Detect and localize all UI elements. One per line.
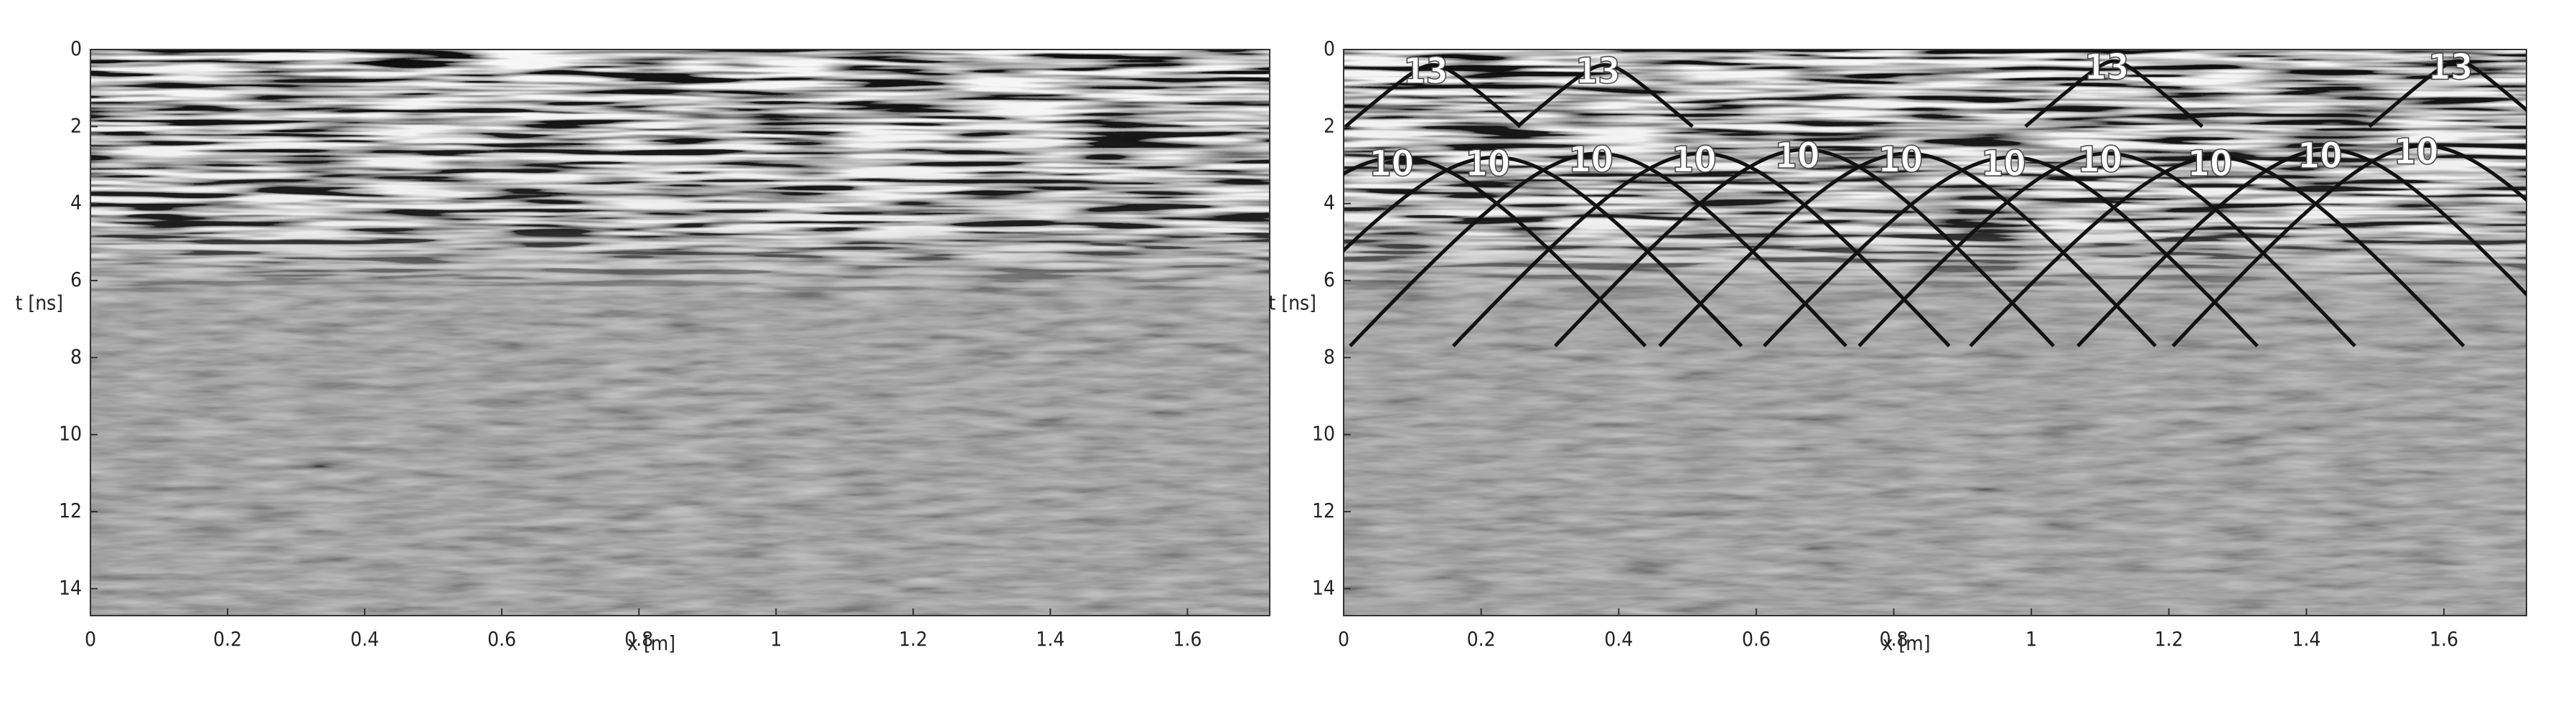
- hyperbola: [1516, 62, 1694, 128]
- x-tick-label: 1.4: [2292, 627, 2320, 651]
- y-tick-label: 12: [1312, 499, 1335, 522]
- hyperbola: [1344, 155, 1743, 348]
- x-tick-label: 0.4: [350, 627, 379, 651]
- x-tick-label: 1.2: [2155, 627, 2183, 651]
- hyperbola-label: 10: [1981, 143, 2026, 184]
- x-tick-label: 0.4: [1604, 627, 1633, 651]
- hyperbola-label: 10: [1672, 138, 1717, 180]
- hyperbola: [1553, 148, 2056, 348]
- y-tick-label: 6: [70, 268, 82, 291]
- y-tick-label: 6: [1324, 268, 1335, 291]
- hyperbola: [1762, 155, 2259, 348]
- y-tick-label: 10: [59, 422, 82, 446]
- hyperbola-label: 13: [2428, 47, 2473, 88]
- x-axis-label: x [m]: [627, 631, 675, 655]
- y-axis-label: t [ns]: [1268, 291, 1316, 315]
- y-tick-label: 2: [70, 113, 82, 137]
- hyperbola-label: 10: [1878, 138, 1923, 180]
- x-tick-label: 1: [770, 627, 782, 651]
- x-tick-label: 0.8: [624, 627, 653, 651]
- hyperbola-label: 13: [1403, 50, 1448, 92]
- y-tick-label: 12: [59, 499, 82, 522]
- y-tick-label: 0: [1324, 37, 1335, 60]
- y-tick-label: 8: [1324, 344, 1335, 368]
- hyperbola-label: 10: [2394, 131, 2439, 173]
- x-tick-label: 0.2: [1467, 627, 1496, 651]
- hyperbola-label: 10: [2188, 143, 2233, 184]
- plot-frame: [1343, 49, 2527, 616]
- panel: 0 0.2 0.4 0.6 0.8 1 1.2 1.4 1.6 0 2 4 6 8 10 12 14 x [m] t…: [15, 37, 1270, 655]
- x-axis-label: x [m]: [1882, 631, 1930, 655]
- plot-frame: [90, 49, 1270, 616]
- x-tick-label: 0: [1338, 627, 1349, 651]
- y-tick-label: 2: [1324, 113, 1335, 137]
- x-tick-label: 1: [2025, 627, 2037, 651]
- y-tick-label: 10: [1312, 422, 1335, 446]
- x-tick-label: 0.8: [1879, 627, 1908, 651]
- y-axis-label: t [ns]: [15, 291, 63, 315]
- panel: 0 0.2 0.4 0.6 0.8 1 1.2 1.4 1.6 0 2 4 6 8 10 12 14 x [m] t…: [1268, 37, 2527, 655]
- y-tick-label: 14: [1312, 575, 1335, 599]
- x-tick-label: 1.6: [2430, 627, 2458, 651]
- hyperbola: [2368, 59, 2526, 128]
- hyperbola: [2024, 59, 2203, 128]
- hyperbola: [1451, 151, 1951, 348]
- hyperbola: [1344, 155, 1647, 348]
- x-tick-label: 0: [85, 627, 96, 651]
- x-tick-label: 1.4: [1036, 627, 1064, 651]
- hyperbola: [2171, 144, 2526, 348]
- hyperbola-label: 10: [2077, 138, 2122, 180]
- hyperbola: [1349, 151, 1847, 348]
- hyperbola-label: 10: [1568, 138, 1613, 180]
- radargram-reflections: [90, 50, 1270, 616]
- x-tick-label: 1.2: [899, 627, 927, 651]
- x-tick-label: 0.6: [1742, 627, 1771, 651]
- hyperbola: [1858, 151, 2356, 348]
- x-tick-label: 0.6: [487, 627, 516, 651]
- y-tick-label: 8: [70, 344, 82, 368]
- y-tick-label: 0: [70, 37, 82, 60]
- hyperbola-label: 10: [1465, 143, 1510, 184]
- hyperbola-label: 13: [2084, 47, 2130, 88]
- hyperbola: [2076, 148, 2526, 348]
- hyperbola-label: 10: [1775, 135, 1820, 177]
- hyperbola: [1344, 62, 1522, 128]
- hyperbola: [1969, 155, 2465, 348]
- x-tick-label: 1.6: [1173, 627, 1202, 651]
- hyperbola: [1658, 151, 2157, 348]
- y-tick-label: 4: [1324, 191, 1335, 215]
- x-tick-label: 0.2: [213, 627, 242, 651]
- y-tick-label: 14: [59, 575, 82, 599]
- hyperbola-label: 10: [2298, 135, 2343, 177]
- y-tick-label: 4: [70, 191, 82, 215]
- hyperbola-label: 10: [1369, 143, 1414, 184]
- hyperbola-label: 13: [1575, 50, 1621, 92]
